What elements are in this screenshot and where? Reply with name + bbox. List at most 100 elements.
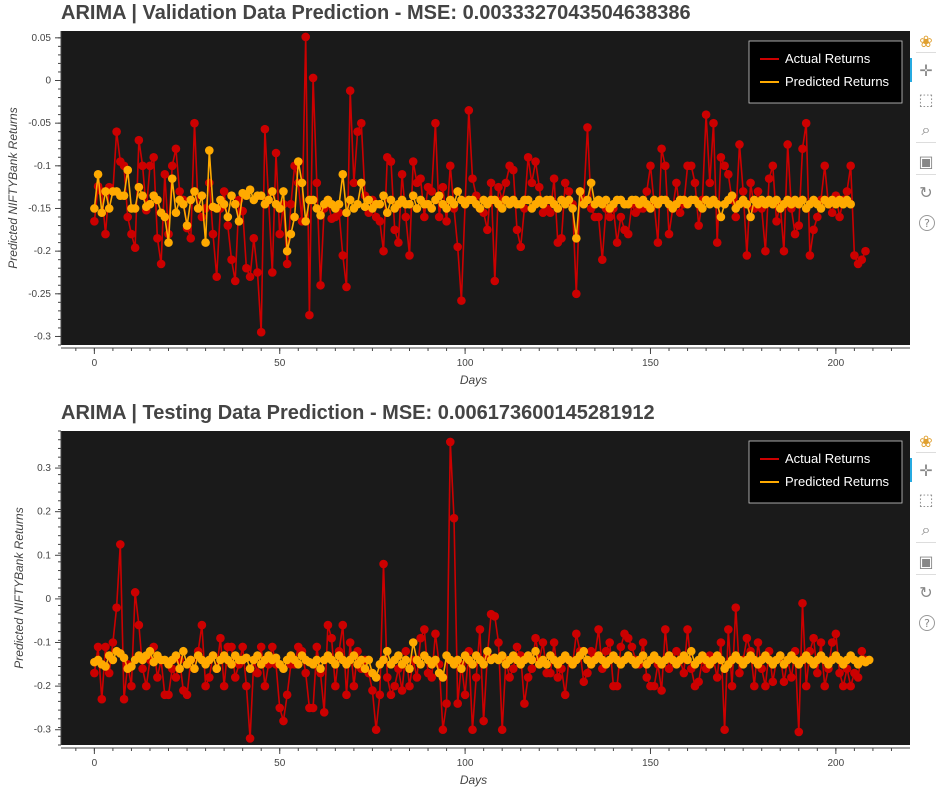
data-point: [405, 664, 414, 673]
help-icon[interactable]: ?: [919, 215, 935, 231]
data-point: [564, 187, 574, 196]
data-point: [861, 246, 870, 256]
data-point: [301, 668, 310, 678]
data-point: [245, 272, 255, 282]
data-point: [605, 212, 614, 222]
data-point: [735, 140, 744, 149]
data-point: [657, 686, 666, 695]
y-axis-label: Predicted NIFTYBank Returns: [12, 507, 26, 668]
save-icon[interactable]: ▣: [918, 551, 934, 571]
data-point: [798, 195, 807, 205]
help-icon[interactable]: ?: [919, 615, 935, 631]
data-point: [275, 204, 285, 213]
data-point: [468, 660, 477, 669]
toolbar-separator: [916, 542, 936, 543]
bokeh-logo-icon: ❀: [919, 31, 933, 51]
wheel-zoom-icon[interactable]: ⌕: [921, 120, 931, 139]
data-point: [145, 161, 155, 171]
data-point: [345, 638, 355, 647]
data-point: [742, 633, 752, 643]
reset-icon[interactable]: ↻: [919, 582, 933, 602]
plot-area[interactable]: 0.3 0.2 0.1 0 -0.1 -0.2 -0.3 0 50 100 150 200 Days Pr…: [0, 400, 950, 792]
data-point: [442, 204, 451, 213]
data-point: [445, 161, 455, 171]
data-point: [761, 681, 770, 691]
active-tool-indicator: [910, 458, 912, 482]
data-point: [127, 229, 136, 239]
data-point: [364, 195, 374, 205]
data-point: [379, 246, 388, 256]
data-point: [820, 681, 830, 691]
box-zoom-icon[interactable]: ⬚: [918, 89, 934, 109]
data-point: [816, 638, 826, 647]
toolbar-separator: [916, 52, 936, 53]
data-point: [130, 588, 140, 597]
data-point: [416, 660, 425, 669]
data-point: [286, 229, 296, 239]
data-point: [568, 204, 577, 213]
x-tick-label: 0: [92, 358, 98, 369]
data-point: [690, 178, 700, 188]
data-point: [308, 73, 318, 83]
data-point: [731, 603, 741, 612]
data-point: [505, 673, 514, 682]
save-icon[interactable]: ▣: [918, 151, 934, 171]
toolbar-separator: [916, 574, 936, 575]
data-point: [434, 191, 444, 200]
data-point: [612, 681, 622, 691]
data-point: [345, 195, 355, 205]
data-point: [357, 178, 366, 188]
wheel-zoom-icon[interactable]: ⌕: [921, 520, 931, 539]
y-tick-label: 0: [45, 75, 51, 86]
data-point: [572, 289, 581, 299]
data-point: [683, 625, 692, 634]
data-point: [468, 174, 477, 183]
x-tick-label: 200: [828, 758, 845, 769]
data-point: [342, 690, 351, 700]
pan-icon[interactable]: ✛: [919, 60, 933, 80]
data-point: [753, 187, 763, 196]
data-point: [171, 673, 181, 682]
data-point: [835, 212, 844, 222]
data-point: [546, 208, 555, 218]
data-point: [386, 690, 396, 700]
data-point: [509, 165, 518, 175]
data-point: [468, 725, 477, 735]
data-point: [134, 620, 144, 630]
data-point: [171, 208, 181, 218]
data-point: [497, 204, 507, 213]
data-point: [123, 165, 133, 175]
data-point: [145, 199, 155, 209]
data-point: [279, 187, 288, 196]
data-point: [412, 673, 422, 682]
data-point: [642, 187, 652, 196]
data-point: [279, 716, 288, 726]
data-point: [538, 638, 548, 647]
data-point: [694, 677, 703, 687]
data-point: [779, 677, 789, 687]
data-point: [334, 199, 344, 209]
data-point: [653, 238, 663, 247]
reset-icon[interactable]: ↻: [919, 182, 933, 202]
data-point: [230, 199, 240, 209]
plot-area[interactable]: 0.05 0 -0.05 -0.1 -0.15 -0.2 -0.25 -0.3 0 50 100 15…: [0, 0, 950, 396]
data-point: [801, 681, 811, 691]
box-zoom-icon[interactable]: ⬚: [918, 489, 934, 509]
data-point: [560, 178, 570, 188]
data-point: [846, 161, 855, 171]
data-point: [282, 246, 292, 256]
data-point: [212, 272, 222, 282]
data-point: [479, 716, 488, 726]
data-point: [134, 135, 144, 145]
pan-icon[interactable]: ✛: [919, 460, 933, 480]
data-point: [646, 161, 655, 171]
data-point: [134, 182, 144, 192]
data-point: [601, 195, 611, 205]
data-point: [490, 612, 500, 621]
data-point: [694, 221, 703, 230]
data-point: [167, 161, 177, 171]
data-point: [623, 229, 633, 239]
data-point: [534, 182, 544, 192]
data-point: [308, 703, 318, 713]
x-tick-label: 0: [92, 758, 98, 769]
